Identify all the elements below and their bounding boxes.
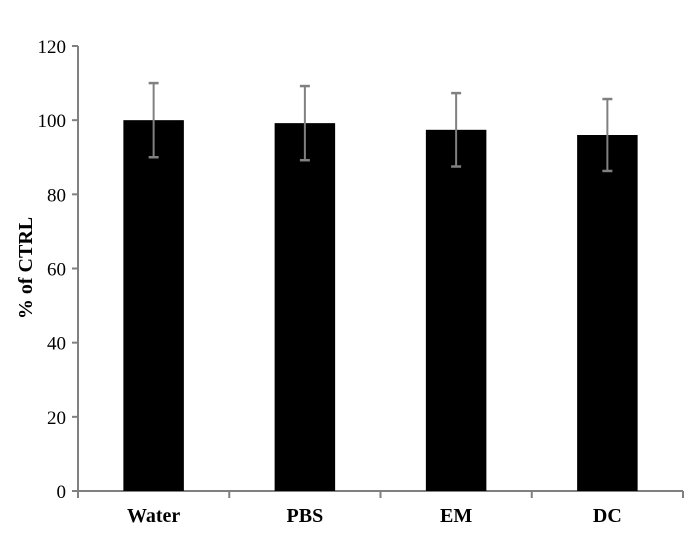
- bars: [123, 120, 638, 492]
- y-tick-label: 60: [47, 260, 66, 281]
- bar-water: [123, 120, 184, 492]
- x-tick-label: PBS: [287, 505, 324, 527]
- y-tick-label: 20: [47, 408, 66, 429]
- axes: 0 20 40 60 80 100 120 Water PBS EM DC: [38, 37, 684, 527]
- bar-pbs: [274, 123, 336, 491]
- bar-em: [425, 129, 487, 491]
- y-tick-label: 120: [38, 37, 67, 58]
- y-tick-label: 100: [38, 111, 67, 132]
- x-tick-label: EM: [440, 505, 472, 527]
- x-tick-label: DC: [593, 505, 622, 527]
- y-tick-label: 80: [47, 185, 66, 206]
- error-bars: [148, 81, 613, 173]
- y-axis-label: % of CTRL: [15, 217, 37, 319]
- y-tick-label: 0: [57, 482, 67, 503]
- bar-dc: [577, 135, 638, 491]
- x-tick-label: Water: [127, 505, 180, 527]
- y-tick-label: 40: [47, 334, 66, 355]
